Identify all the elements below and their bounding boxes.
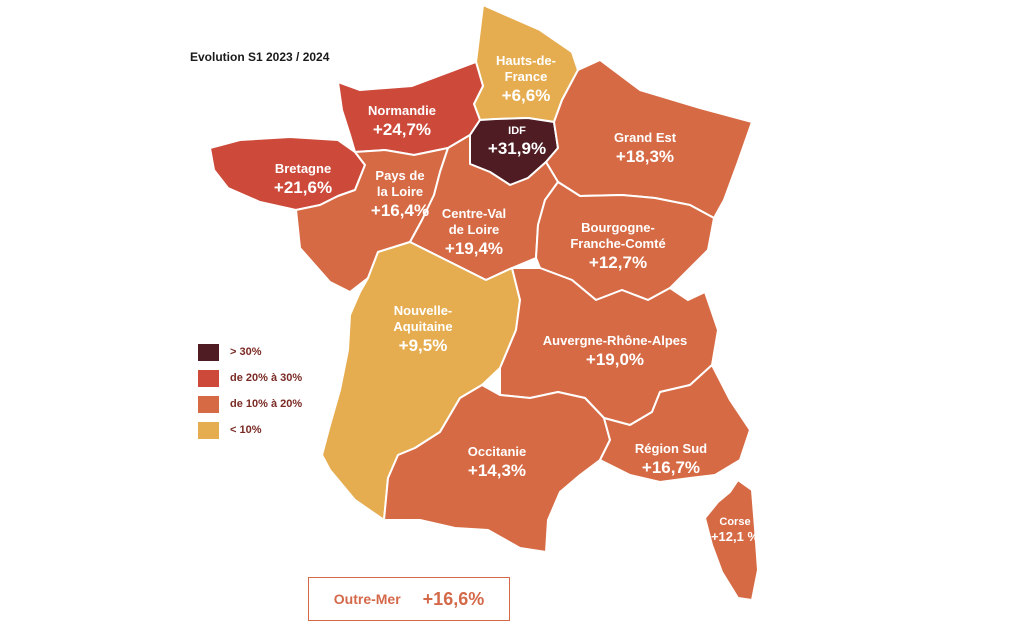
region-shape-corse[interactable] bbox=[704, 479, 759, 601]
region-value: +9,5% bbox=[398, 336, 448, 355]
legend-swatch bbox=[198, 421, 219, 439]
region-name: IDF bbox=[508, 125, 526, 137]
region-value: +16,7% bbox=[641, 458, 701, 477]
region-name: Normandie bbox=[368, 103, 436, 118]
region-value: +16,4% bbox=[370, 201, 430, 220]
legend-swatch bbox=[198, 395, 219, 413]
region-label-hauts-de-france: Hauts-de- France +6,6% bbox=[496, 53, 556, 106]
region-value: +14,3% bbox=[467, 461, 527, 480]
legend: > 30% de 20% à 30% de 10% à 20% < 10% bbox=[198, 339, 302, 443]
region-label-normandie: Normandie +24,7% bbox=[368, 103, 436, 140]
map-title: Evolution S1 2023 / 2024 bbox=[190, 50, 330, 64]
region-label-auvergne-rhone-alpes: Auvergne-Rhône-Alpes +19,0% bbox=[543, 333, 687, 370]
region-value: +31,9% bbox=[487, 139, 547, 158]
region-name: de Loire bbox=[448, 222, 500, 237]
region-label-pays-de-la-loire: Pays de la Loire +16,4% bbox=[371, 168, 429, 221]
outre-mer-name: Outre-Mer bbox=[333, 591, 401, 607]
region-name: Bretagne bbox=[274, 161, 332, 176]
region-name: la Loire bbox=[376, 184, 424, 199]
region-value: +12,1 % bbox=[710, 529, 760, 544]
legend-item: > 30% bbox=[198, 339, 302, 365]
region-label-bretagne: Bretagne +21,6% bbox=[274, 161, 332, 198]
region-shape-region-sud[interactable] bbox=[599, 364, 751, 483]
region-name: Pays de bbox=[375, 168, 425, 183]
region-value: +18,3% bbox=[615, 147, 675, 166]
legend-label: de 20% à 30% bbox=[230, 372, 303, 384]
region-name: Bourgogne- bbox=[581, 220, 655, 235]
region-label-corse: Corse +12,1 % bbox=[711, 515, 759, 545]
legend-item: de 10% à 20% bbox=[198, 391, 302, 417]
region-label-bourgogne-franche-comte: Bourgogne- Franche-Comté +12,7% bbox=[570, 220, 665, 273]
region-label-nouvelle-aquitaine: Nouvelle- Aquitaine +9,5% bbox=[393, 303, 452, 356]
region-name: Franche-Comté bbox=[570, 236, 666, 251]
region-name: Hauts-de- bbox=[496, 53, 556, 68]
legend-item: de 20% à 30% bbox=[198, 365, 302, 391]
region-value: +12,7% bbox=[588, 253, 648, 272]
legend-label: < 10% bbox=[230, 424, 262, 436]
region-name: France bbox=[504, 69, 548, 84]
legend-swatch bbox=[198, 369, 219, 387]
region-value: +21,6% bbox=[273, 178, 333, 197]
region-label-idf: IDF +31,9% bbox=[488, 124, 546, 159]
region-name: Aquitaine bbox=[393, 319, 453, 334]
region-value: +19,0% bbox=[585, 350, 645, 369]
region-value: +24,7% bbox=[372, 120, 432, 139]
region-name: Auvergne-Rhône-Alpes bbox=[542, 333, 688, 348]
region-label-grand-est: Grand Est +18,3% bbox=[614, 130, 676, 167]
region-value: +6,6% bbox=[501, 86, 551, 105]
region-name: Corse bbox=[719, 516, 751, 528]
outre-mer-value: +16,6% bbox=[422, 588, 485, 609]
region-name: Région Sud bbox=[634, 441, 708, 456]
region-label-occitanie: Occitanie +14,3% bbox=[468, 444, 527, 481]
legend-swatch bbox=[198, 343, 219, 361]
region-shape-occitanie[interactable] bbox=[383, 384, 611, 553]
outre-mer-box: Outre-Mer +16,6% bbox=[308, 577, 510, 621]
region-name: Centre-Val bbox=[441, 206, 507, 221]
legend-item: < 10% bbox=[198, 417, 302, 443]
region-value: +19,4% bbox=[444, 239, 504, 258]
legend-label: de 10% à 20% bbox=[230, 398, 303, 410]
region-name: Nouvelle- bbox=[393, 303, 453, 318]
region-label-region-sud: Région Sud +16,7% bbox=[635, 441, 707, 478]
region-name: Grand Est bbox=[613, 130, 677, 145]
region-name: Occitanie bbox=[467, 444, 527, 459]
legend-label: > 30% bbox=[230, 346, 262, 358]
region-label-centre-val-de-loire: Centre-Val de Loire +19,4% bbox=[442, 206, 506, 259]
